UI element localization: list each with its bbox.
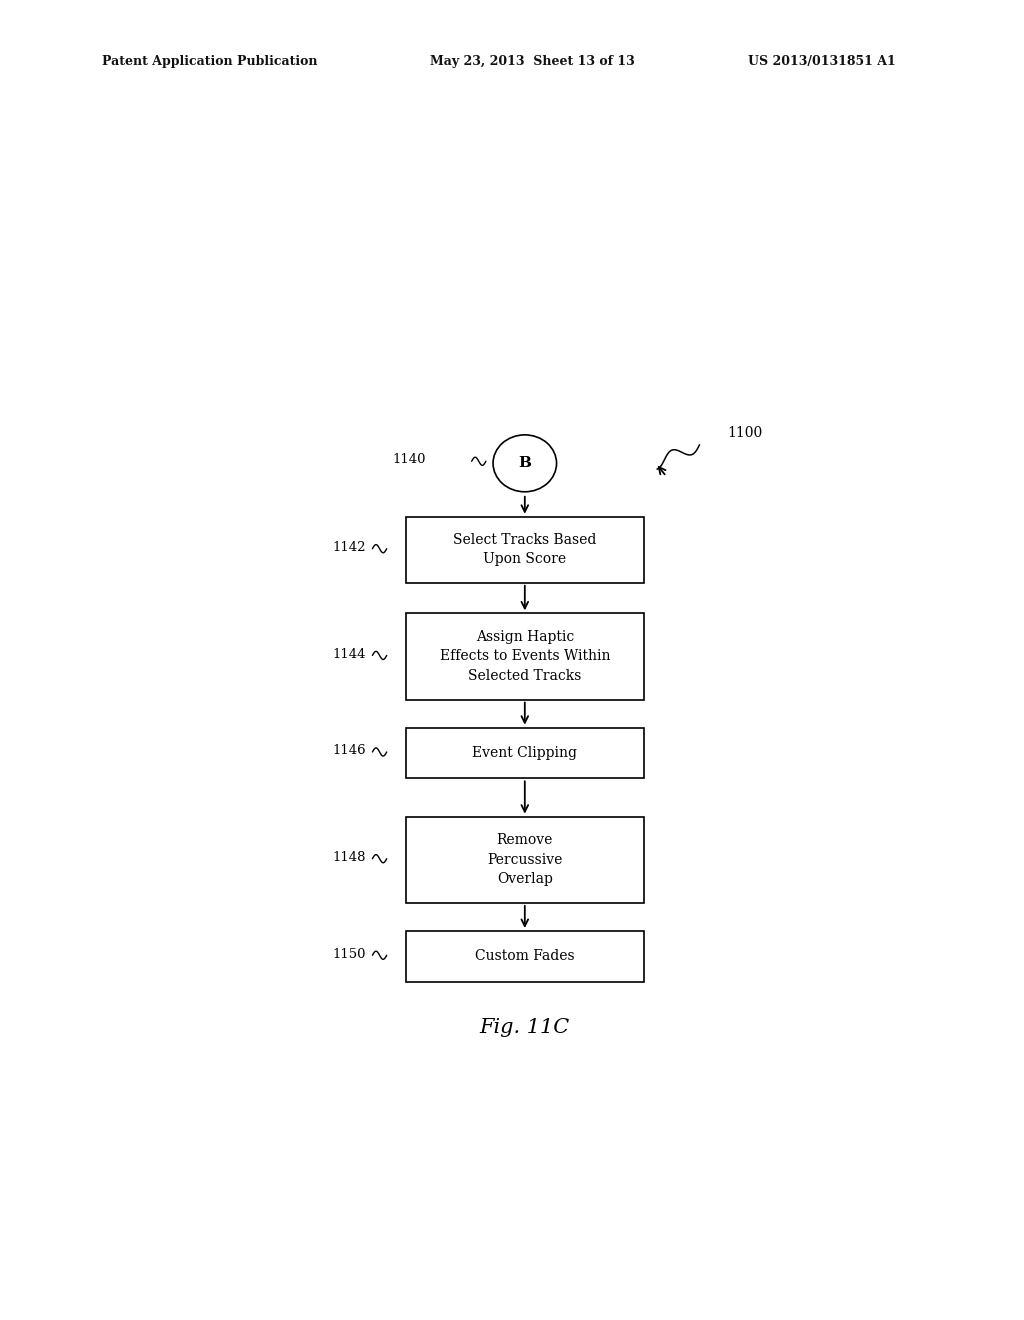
Text: 1148: 1148	[333, 851, 366, 865]
Text: Custom Fades: Custom Fades	[475, 949, 574, 964]
Text: Select Tracks Based
Upon Score: Select Tracks Based Upon Score	[453, 533, 597, 566]
FancyBboxPatch shape	[406, 614, 644, 700]
Text: 1150: 1150	[333, 948, 366, 961]
Text: 1144: 1144	[333, 648, 366, 661]
Text: B: B	[518, 457, 531, 470]
FancyBboxPatch shape	[406, 727, 644, 779]
Ellipse shape	[493, 434, 557, 492]
Text: Fig. 11C: Fig. 11C	[479, 1018, 570, 1038]
Text: 1146: 1146	[333, 744, 366, 758]
Text: Patent Application Publication: Patent Application Publication	[102, 55, 317, 69]
Text: Assign Haptic
Effects to Events Within
Selected Tracks: Assign Haptic Effects to Events Within S…	[439, 630, 610, 682]
Text: US 2013/0131851 A1: US 2013/0131851 A1	[748, 55, 895, 69]
Text: May 23, 2013  Sheet 13 of 13: May 23, 2013 Sheet 13 of 13	[430, 55, 635, 69]
Text: 1100: 1100	[727, 426, 763, 440]
Text: 1142: 1142	[333, 541, 366, 554]
FancyBboxPatch shape	[406, 931, 644, 982]
Text: Remove
Percussive
Overlap: Remove Percussive Overlap	[487, 833, 562, 886]
FancyBboxPatch shape	[406, 516, 644, 582]
FancyBboxPatch shape	[406, 817, 644, 903]
Text: 1140: 1140	[392, 453, 426, 466]
Text: Event Clipping: Event Clipping	[472, 746, 578, 760]
